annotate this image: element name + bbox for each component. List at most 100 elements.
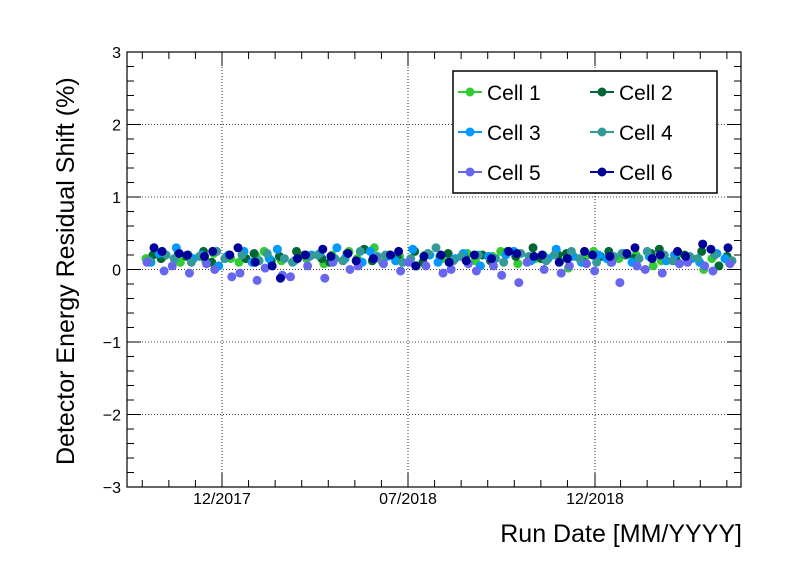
y-tick-label: 1 bbox=[112, 190, 121, 207]
data-point-cell-6 bbox=[351, 256, 361, 266]
data-point-cell-6 bbox=[512, 249, 522, 258]
data-point-cell-6 bbox=[630, 243, 640, 253]
data-point-cell-5 bbox=[210, 265, 220, 274]
data-point-cell-6 bbox=[149, 243, 159, 253]
y-tick-labels: −3 −2 −1 0 1 2 3 bbox=[103, 45, 121, 497]
y-tick-label: −2 bbox=[103, 408, 121, 425]
data-point-cell-6 bbox=[723, 243, 733, 253]
x-tick-label: 07/2018 bbox=[379, 491, 437, 508]
data-point-cell-6 bbox=[394, 246, 404, 256]
data-point-cell-4 bbox=[262, 249, 272, 258]
data-point-cell-4 bbox=[592, 257, 602, 267]
data-point-cell-4 bbox=[575, 254, 584, 264]
data-point-cell-5 bbox=[708, 266, 718, 276]
legend-marker bbox=[465, 167, 475, 177]
data-point-cell-2 bbox=[292, 246, 301, 256]
data-point-cell-5 bbox=[514, 278, 524, 288]
data-point-cell-6 bbox=[554, 257, 564, 267]
data-point-cell-6 bbox=[225, 250, 235, 260]
data-point-cell-5 bbox=[632, 261, 642, 271]
data-point-cell-5 bbox=[556, 268, 566, 278]
data-point-cell-3 bbox=[272, 244, 282, 254]
data-point-cell-6 bbox=[537, 250, 547, 260]
data-point-cell-4 bbox=[186, 257, 196, 267]
data-point-cell-5 bbox=[640, 265, 650, 274]
data-point-cell-4 bbox=[549, 250, 559, 260]
y-tick-label: −3 bbox=[103, 480, 121, 497]
data-point-cell-5 bbox=[522, 257, 532, 267]
data-point-cell-5 bbox=[142, 257, 152, 267]
legend-label: Cell 5 bbox=[487, 162, 541, 185]
data-point-cell-5 bbox=[446, 265, 456, 274]
data-point-cell-6 bbox=[706, 244, 716, 254]
legend-marker bbox=[597, 167, 607, 177]
legend: Cell 1 Cell 2 Cell 3 Cell 4 Cell 5 Cell 6 bbox=[452, 70, 718, 194]
data-point-cell-6 bbox=[529, 251, 539, 261]
data-point-cell-6 bbox=[655, 250, 665, 260]
data-point-cell-6 bbox=[461, 256, 471, 266]
data-point-cell-6 bbox=[275, 273, 285, 283]
data-point-cell-6 bbox=[487, 254, 496, 264]
data-point-cell-5 bbox=[725, 259, 735, 269]
legend-marker bbox=[465, 127, 475, 137]
data-point-cell-5 bbox=[286, 272, 295, 282]
legend-label: Cell 1 bbox=[487, 82, 541, 105]
data-point-cell-6 bbox=[698, 239, 708, 249]
data-point-cell-6 bbox=[343, 249, 353, 258]
data-point-cell-3 bbox=[391, 256, 401, 266]
x-tick-label: 12/2017 bbox=[193, 491, 251, 508]
x-axis-title: Run Date [MM/YYYY] bbox=[500, 520, 742, 548]
data-point-cell-4 bbox=[338, 256, 348, 266]
y-axis-title: Detector Energy Residual Shift (%) bbox=[52, 77, 80, 465]
data-point-cell-6 bbox=[622, 249, 632, 258]
data-point-cell-1 bbox=[648, 261, 658, 271]
data-point-cell-5 bbox=[235, 268, 245, 278]
data-point-cell-6 bbox=[411, 261, 421, 271]
data-point-cell-2 bbox=[249, 249, 259, 258]
data-point-cell-5 bbox=[421, 261, 431, 271]
data-point-cell-6 bbox=[673, 246, 682, 256]
data-point-cell-6 bbox=[469, 250, 479, 260]
data-point-cell-4 bbox=[431, 243, 441, 253]
data-point-cell-3 bbox=[408, 244, 418, 254]
legend-marker bbox=[465, 87, 475, 97]
legend-marker bbox=[597, 127, 607, 137]
data-point-cell-5 bbox=[582, 259, 591, 269]
data-point-cell-6 bbox=[504, 246, 514, 256]
data-point-cell-6 bbox=[301, 250, 311, 260]
data-point-cell-2 bbox=[714, 261, 724, 271]
x-tick-labels: 12/2017 07/2018 12/2018 bbox=[193, 491, 624, 508]
data-point-cell-3 bbox=[332, 243, 342, 253]
y-tick-label: −1 bbox=[103, 335, 121, 352]
data-point-cell-5 bbox=[159, 266, 169, 276]
data-point-cell-4 bbox=[279, 254, 289, 264]
data-point-cell-6 bbox=[419, 251, 429, 261]
data-point-cell-6 bbox=[250, 257, 260, 267]
data-point-cell-5 bbox=[227, 272, 237, 282]
data-point-cell-6 bbox=[436, 250, 446, 260]
data-point-cell-2 bbox=[697, 246, 707, 256]
legend-marker bbox=[597, 87, 607, 97]
data-point-cell-6 bbox=[605, 251, 615, 261]
data-point-cell-6 bbox=[681, 251, 691, 261]
data-point-cell-2 bbox=[528, 243, 538, 253]
data-point-cell-5 bbox=[184, 268, 194, 278]
legend-box bbox=[452, 70, 718, 194]
data-point-cell-5 bbox=[167, 261, 177, 271]
x-axis-ticks bbox=[141, 52, 728, 487]
data-point-cell-5 bbox=[252, 275, 262, 285]
data-point-cell-4 bbox=[499, 257, 509, 267]
data-point-cell-4 bbox=[355, 246, 365, 256]
data-point-cell-6 bbox=[233, 243, 243, 253]
data-point-cell-2 bbox=[443, 249, 453, 258]
data-point-cell-6 bbox=[444, 257, 454, 267]
data-point-cell-6 bbox=[326, 251, 336, 261]
data-point-cell-4 bbox=[566, 246, 576, 256]
data-point-cell-5 bbox=[303, 261, 313, 271]
data-point-cell-6 bbox=[368, 254, 378, 264]
data-point-cell-6 bbox=[200, 251, 209, 261]
data-point-cell-5 bbox=[396, 266, 406, 276]
data-point-cell-1 bbox=[234, 257, 244, 267]
data-point-cell-6 bbox=[267, 261, 277, 271]
